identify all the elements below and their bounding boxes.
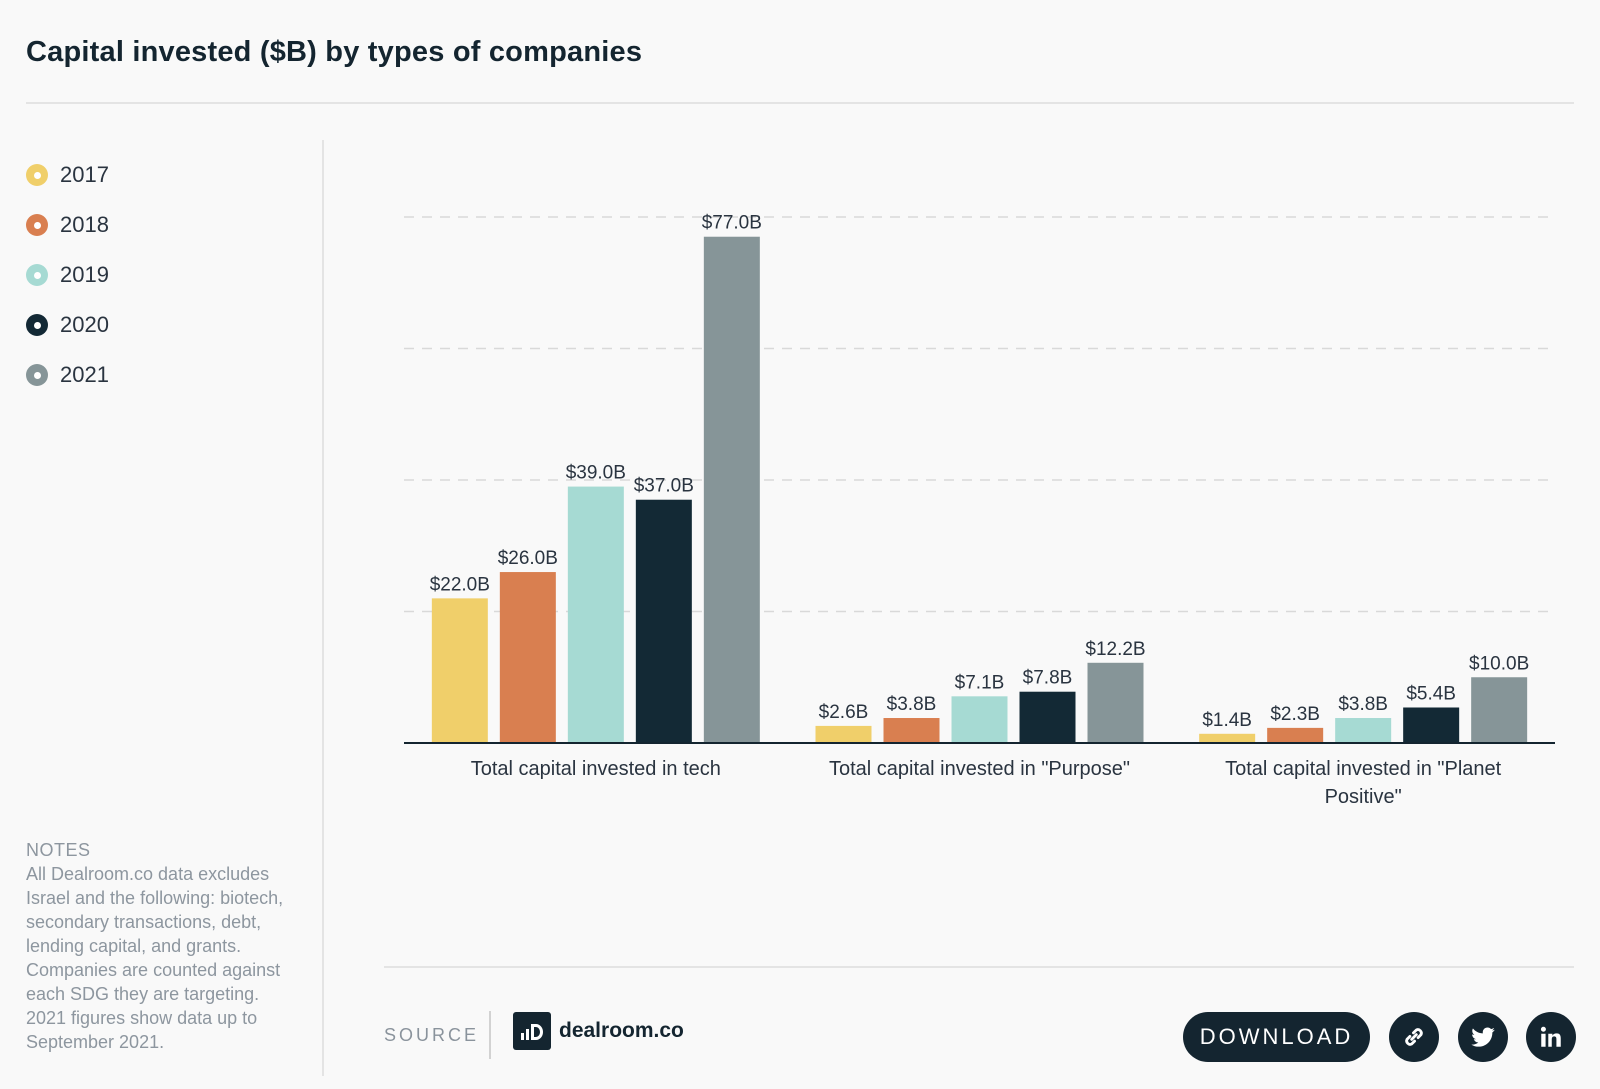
legend-dot-icon: [26, 214, 48, 236]
title-divider: [26, 102, 1574, 104]
source-label: SOURCE: [384, 1025, 480, 1045]
data-label: $37.0B: [634, 476, 694, 497]
legend-label: 2021: [60, 362, 109, 387]
bar-2018: [883, 718, 940, 743]
category-label: Positive": [1325, 786, 1402, 808]
linkedin-share-button[interactable]: [1526, 1012, 1576, 1062]
data-label: $2.6B: [819, 702, 869, 723]
legend-label: 2020: [60, 312, 109, 337]
legend-label: 2018: [60, 212, 109, 237]
bar-2021: [1087, 662, 1144, 743]
dealroom-logo[interactable]: dealroom.co: [513, 1012, 684, 1050]
chart-title: Capital invested ($B) by types of compan…: [26, 36, 643, 68]
linkedin-icon: [1540, 1026, 1561, 1047]
bar-2017: [1199, 733, 1256, 743]
legend: 2017 2018 2019 2020 2021: [26, 150, 109, 400]
bar-2020: [1403, 707, 1460, 743]
legend-dot-icon: [26, 314, 48, 336]
bar-2021: [703, 236, 760, 743]
category-label: Total capital invested in "Planet: [1225, 758, 1502, 780]
data-label: $1.4B: [1202, 710, 1252, 731]
data-label: $5.4B: [1406, 683, 1456, 704]
download-button[interactable]: DOWNLOAD: [1183, 1012, 1370, 1062]
notes: NOTES All Dealroom.co data excludes Isra…: [26, 838, 288, 1054]
legend-item-2019[interactable]: 2019: [26, 250, 109, 300]
data-label: $22.0B: [430, 574, 490, 595]
legend-item-2020[interactable]: 2020: [26, 300, 109, 350]
logo-text: dealroom.co: [559, 1019, 684, 1042]
legend-item-2017[interactable]: 2017: [26, 150, 109, 200]
source-separator: [489, 1011, 491, 1059]
data-label: $7.1B: [955, 672, 1005, 693]
legend-dot-icon: [26, 264, 48, 286]
bar-2020: [635, 499, 692, 743]
bar-2018: [1267, 727, 1324, 743]
notes-text: All Dealroom.co data excludes Israel and…: [26, 864, 284, 1052]
legend-item-2018[interactable]: 2018: [26, 200, 109, 250]
bar-2017: [815, 725, 872, 743]
bar-2019: [1335, 718, 1392, 743]
data-label: $2.3B: [1270, 704, 1320, 725]
legend-label: 2017: [60, 162, 109, 187]
twitter-share-button[interactable]: [1458, 1012, 1508, 1062]
bar-2020: [1019, 691, 1076, 743]
twitter-icon: [1471, 1027, 1495, 1047]
category-label: Total capital invested in tech: [471, 758, 721, 780]
legend-dot-icon: [26, 364, 48, 386]
link-icon: [1405, 1028, 1423, 1046]
copy-link-button[interactable]: [1389, 1012, 1439, 1062]
data-label: $3.8B: [1338, 694, 1388, 715]
bar-2018: [499, 572, 556, 743]
data-label: $12.2B: [1085, 639, 1145, 660]
notes-label: NOTES: [26, 840, 91, 860]
bar-2019: [567, 486, 624, 743]
legend-label: 2019: [60, 262, 109, 287]
dealroom-logo-icon: [513, 1012, 551, 1050]
bar-chart: $22.0B $26.0B $39.0B $37.0B $77.0B Total capi…: [404, 213, 1555, 808]
bar-2017: [431, 598, 488, 743]
legend-item-2021[interactable]: 2021: [26, 350, 109, 400]
bar-2019: [951, 696, 1008, 743]
data-label: $3.8B: [887, 694, 937, 715]
footer-divider: [384, 966, 1574, 968]
bar-2021: [1471, 677, 1528, 743]
data-label: $26.0B: [498, 548, 558, 569]
category-label: Total capital invested in "Purpose": [829, 758, 1130, 780]
legend-dot-icon: [26, 164, 48, 186]
data-label: $39.0B: [566, 463, 626, 484]
sidebar-divider: [322, 140, 324, 1076]
data-label: $77.0B: [702, 213, 762, 234]
data-label: $7.8B: [1023, 668, 1073, 689]
data-label: $10.0B: [1469, 653, 1529, 674]
